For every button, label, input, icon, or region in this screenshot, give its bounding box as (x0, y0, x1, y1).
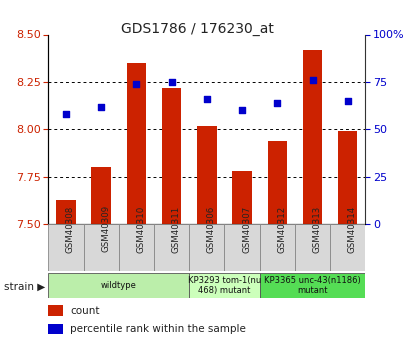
Text: GSM40314: GSM40314 (348, 205, 357, 253)
FancyBboxPatch shape (260, 273, 365, 298)
Text: KP3293 tom-1(nu
468) mutant: KP3293 tom-1(nu 468) mutant (188, 276, 261, 295)
Bar (127, 63, 146, 224)
FancyBboxPatch shape (295, 224, 330, 271)
FancyBboxPatch shape (330, 224, 365, 271)
Text: count: count (71, 306, 100, 316)
Point (344, 98, 351, 104)
Text: GDS1786 / 176230_at: GDS1786 / 176230_at (121, 22, 274, 37)
Bar (48, 324, 63, 334)
Bar (268, 141, 287, 224)
Text: GSM40309: GSM40309 (101, 205, 110, 253)
Point (203, 96, 210, 102)
Text: strain ▶: strain ▶ (4, 282, 45, 292)
Text: GSM40306: GSM40306 (207, 205, 216, 253)
FancyBboxPatch shape (48, 273, 189, 298)
Text: KP3365 unc-43(n1186)
mutant: KP3365 unc-43(n1186) mutant (264, 276, 361, 295)
Point (133, 81, 140, 87)
FancyBboxPatch shape (119, 224, 154, 271)
Text: GSM40311: GSM40311 (172, 205, 181, 253)
Point (274, 100, 281, 106)
Text: GSM40308: GSM40308 (66, 205, 75, 253)
Bar (303, 50, 322, 224)
Point (239, 108, 245, 113)
Bar (56, 199, 76, 224)
Text: GSM40313: GSM40313 (312, 205, 322, 253)
Point (168, 79, 175, 85)
Text: wildtype: wildtype (101, 281, 136, 290)
FancyBboxPatch shape (260, 224, 295, 271)
Bar (197, 126, 217, 224)
Point (309, 77, 316, 83)
Bar (162, 88, 181, 224)
Bar (92, 167, 111, 224)
Text: GSM40312: GSM40312 (277, 205, 286, 253)
Bar (232, 171, 252, 224)
Bar (338, 131, 357, 224)
Bar (48, 306, 63, 316)
FancyBboxPatch shape (189, 273, 260, 298)
Point (63, 111, 69, 117)
Text: GSM40307: GSM40307 (242, 205, 251, 253)
Point (98, 104, 105, 109)
FancyBboxPatch shape (48, 224, 84, 271)
Text: GSM40310: GSM40310 (136, 205, 145, 253)
Text: percentile rank within the sample: percentile rank within the sample (71, 324, 247, 334)
FancyBboxPatch shape (224, 224, 260, 271)
FancyBboxPatch shape (84, 224, 119, 271)
FancyBboxPatch shape (154, 224, 189, 271)
FancyBboxPatch shape (189, 224, 224, 271)
